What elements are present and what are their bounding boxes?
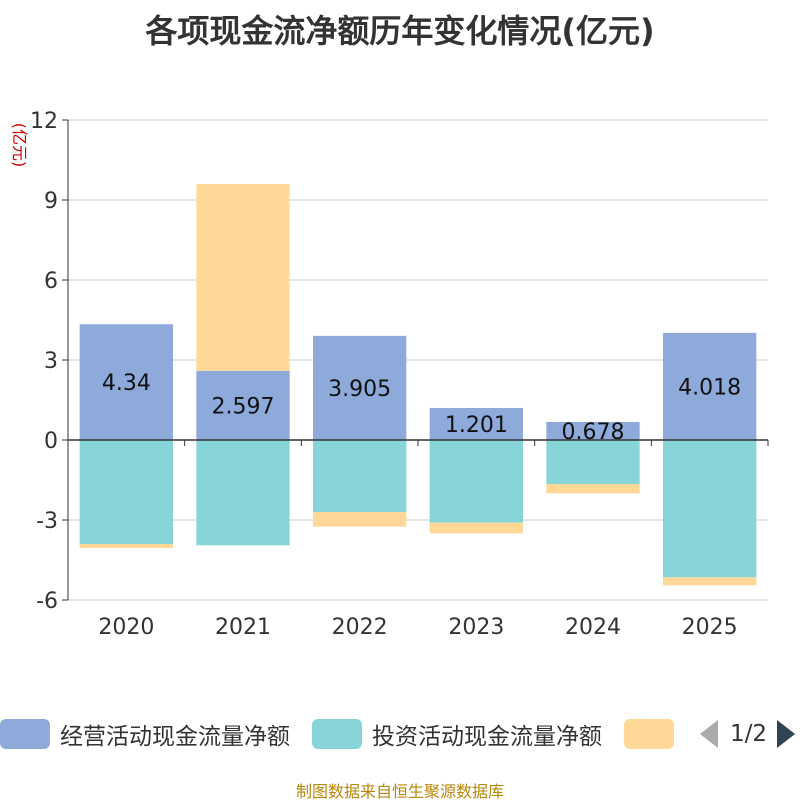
y-tick-label: 0 <box>44 429 58 454</box>
y-tick-label: 9 <box>44 189 58 214</box>
bar-operating-2021 <box>196 370 290 440</box>
data-label-2024: 0.678 <box>562 420 625 445</box>
y-tick-label: 12 <box>30 109 58 134</box>
x-tick-label: 2022 <box>332 615 388 640</box>
bar-operating-2022 <box>313 335 407 440</box>
bar-financing-2020 <box>79 544 173 548</box>
legend-swatch-investing <box>312 719 362 749</box>
bar-operating-2020 <box>79 324 173 440</box>
data-label-2020: 4.34 <box>102 371 151 396</box>
legend-label-investing: 投资活动现金流量净额 <box>372 724 602 750</box>
chart-title: 各项现金流净额历年变化情况(亿元) <box>145 12 655 50</box>
legend-prev-icon[interactable] <box>700 720 718 748</box>
legend-page-indicator: 1/2 <box>730 721 768 747</box>
bar-operating-2025 <box>663 332 757 440</box>
legend-label-operating: 经营活动现金流量净额 <box>60 724 290 750</box>
bar-investing-2020 <box>79 440 173 544</box>
bar-financing-2023 <box>429 522 523 534</box>
legend-pager: 1/2 <box>700 716 796 752</box>
bar-investing-2025 <box>663 440 757 578</box>
y-tick-label: 6 <box>44 269 58 294</box>
x-tick-label: 2025 <box>682 615 738 640</box>
bar-investing-2024 <box>546 440 640 484</box>
legend-swatch-financing <box>624 719 674 749</box>
y-axis-unit-label: (亿元) <box>10 123 29 168</box>
bar-investing-2022 <box>313 440 407 512</box>
x-tick-label: 2024 <box>565 615 621 640</box>
data-label-2022: 3.905 <box>328 377 391 402</box>
x-tick-label: 2020 <box>98 615 154 640</box>
data-label-2021: 2.597 <box>212 394 275 419</box>
x-tick-label: 2021 <box>215 615 271 640</box>
bar-operating-2023 <box>429 407 523 440</box>
y-tick-label: -6 <box>36 589 58 614</box>
legend-swatch-operating <box>0 719 50 749</box>
legend-item-financing[interactable] <box>624 719 684 749</box>
legend-item-investing[interactable]: 投资活动现金流量净额 <box>312 717 602 751</box>
bar-investing-2023 <box>429 440 523 523</box>
data-source-note: 制图数据来自恒生聚源数据库 <box>295 782 504 801</box>
bar-financing-2021 <box>196 184 290 371</box>
bar-financing-2025 <box>663 577 757 586</box>
y-tick-label: 3 <box>44 349 58 374</box>
bar-investing-2021 <box>196 440 290 546</box>
bar-operating-2024 <box>546 421 640 440</box>
data-label-2025: 4.018 <box>678 375 741 400</box>
data-label-2023: 1.201 <box>445 413 508 438</box>
bar-financing-2024 <box>546 484 640 494</box>
x-tick-label: 2023 <box>448 615 504 640</box>
legend-next-icon[interactable] <box>777 720 796 748</box>
y-tick-label: -3 <box>36 509 58 534</box>
bar-financing-2022 <box>313 512 407 527</box>
legend: 经营活动现金流量净额 投资活动现金流量净额 <box>0 716 706 752</box>
legend-item-operating[interactable]: 经营活动现金流量净额 <box>0 717 290 751</box>
stacked-bar-chart: -6 -3 0 3 6 9 12(亿元) 2020 2021 2022 2023 2024 2025 4.… <box>10 109 769 640</box>
